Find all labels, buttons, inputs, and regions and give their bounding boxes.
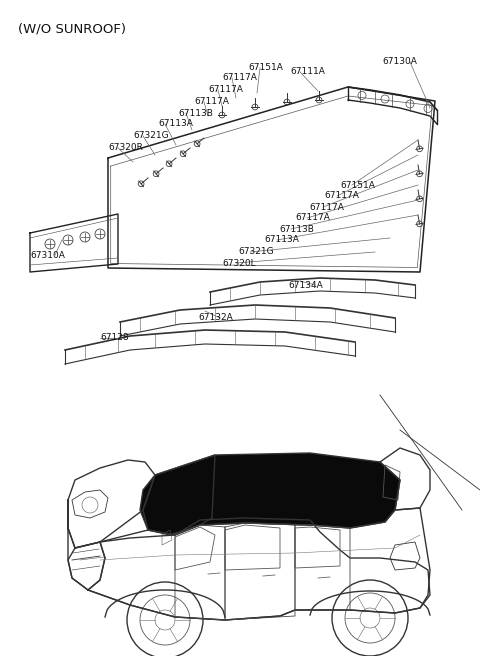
Text: 67320R: 67320R — [108, 144, 143, 152]
Text: 67320L: 67320L — [222, 258, 256, 268]
Text: 67132A: 67132A — [198, 314, 233, 323]
Text: (W/O SUNROOF): (W/O SUNROOF) — [18, 22, 126, 35]
Text: 67117A: 67117A — [324, 192, 359, 201]
Text: 67128: 67128 — [100, 333, 129, 342]
Text: 67117A: 67117A — [194, 98, 229, 106]
Text: 67113B: 67113B — [279, 224, 314, 234]
Polygon shape — [140, 453, 400, 535]
Text: 67134A: 67134A — [288, 281, 323, 289]
Text: 67117A: 67117A — [208, 85, 243, 94]
Text: 67321G: 67321G — [133, 131, 168, 140]
Text: 67151A: 67151A — [248, 64, 283, 73]
Text: 67113A: 67113A — [264, 236, 299, 245]
Text: 67310A: 67310A — [30, 251, 65, 260]
Text: 67113A: 67113A — [158, 119, 193, 129]
Text: 67113B: 67113B — [178, 108, 213, 117]
Text: 67111A: 67111A — [290, 68, 325, 77]
Text: 67117A: 67117A — [309, 203, 344, 211]
Text: 67130A: 67130A — [382, 58, 417, 66]
Text: 67117A: 67117A — [295, 213, 330, 222]
Text: 67151A: 67151A — [340, 180, 375, 190]
Text: 67117A: 67117A — [222, 73, 257, 83]
Text: 67321G: 67321G — [238, 247, 274, 256]
